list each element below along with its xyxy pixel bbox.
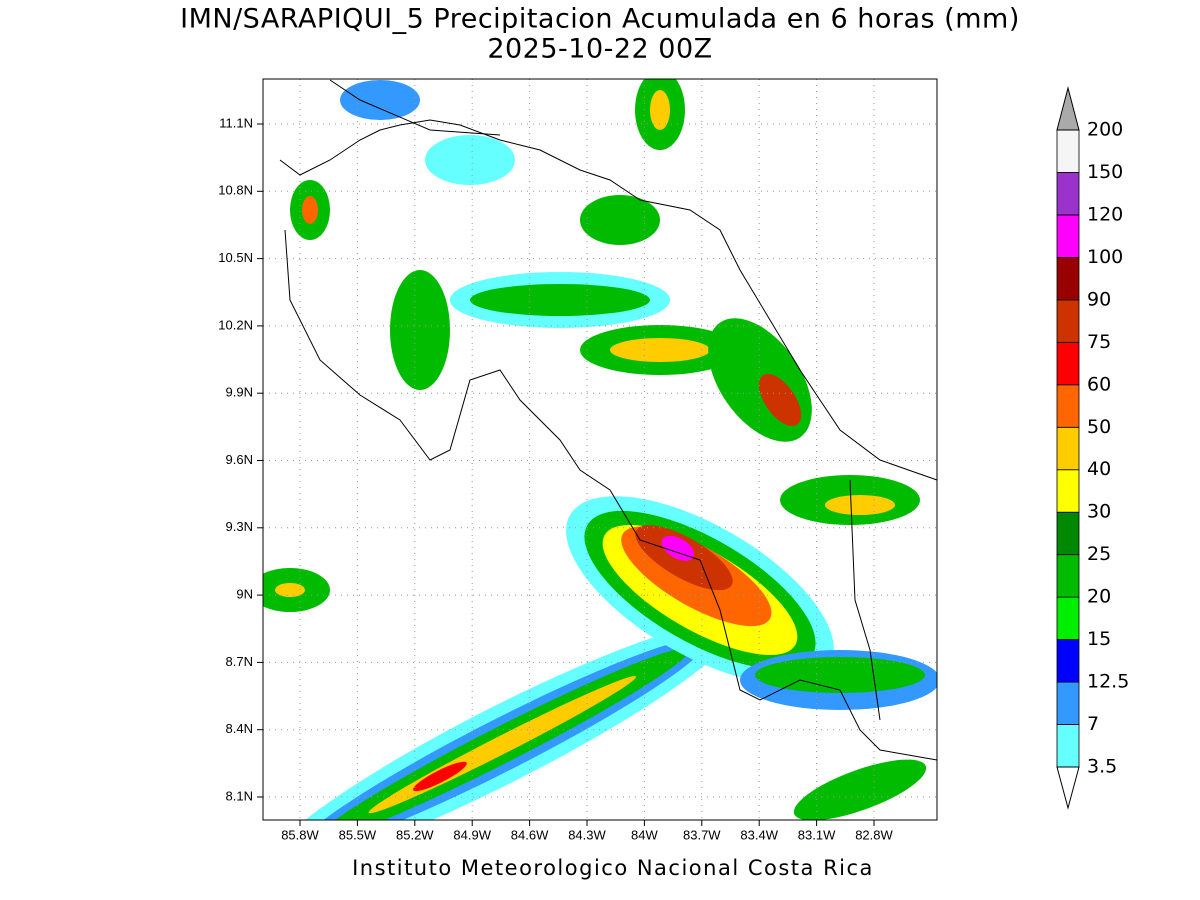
- footer: Instituto Meteorologico Nacional Costa R…: [352, 856, 874, 880]
- lat-tick-label: 9.3N: [226, 519, 253, 534]
- subtitle: 2025-10-22 00Z: [487, 34, 712, 65]
- colorbar-box: [1056, 172, 1080, 216]
- colorbar-box: [1056, 299, 1080, 343]
- colorbar-label: 120: [1087, 203, 1123, 225]
- colorbar-label: 7: [1087, 713, 1099, 735]
- lat-tick-label: 11.1N: [219, 115, 253, 130]
- colorbar: 3.5 7 12.5 15 20 25 30 40 50 60 75 90 100 120 150 200: [1056, 86, 1129, 810]
- lon-tick-label: 84.6W: [511, 827, 549, 842]
- colorbar-label: 90: [1087, 288, 1111, 310]
- coastlines: [279, 79, 938, 761]
- lat-tick-label: 10.8N: [218, 183, 253, 198]
- grid: [257, 79, 937, 826]
- colorbar-box: [1056, 256, 1080, 301]
- lon-tick-label: 84.3W: [568, 827, 606, 842]
- colorbar-box: [1056, 469, 1080, 513]
- lon-tick-label: 84W: [631, 827, 658, 842]
- colorbar-under: [1056, 766, 1080, 810]
- lat-tick-label: 9N: [236, 587, 253, 602]
- colorbar-box: [1056, 596, 1080, 641]
- lat-tick-label: 10.2N: [218, 317, 253, 332]
- lat-tick-label: 8.1N: [226, 788, 253, 803]
- colorbar-box: [1056, 724, 1080, 768]
- lat-tick-label: 9.6N: [226, 452, 253, 467]
- colorbar-box: [1056, 511, 1080, 556]
- lon-tick-label: 85.2W: [396, 827, 434, 842]
- colorbar-box: [1056, 129, 1080, 173]
- map-frame: [262, 78, 938, 821]
- colorbar-label: 75: [1087, 331, 1111, 353]
- colorbar-label: 40: [1087, 458, 1111, 480]
- colorbar-box: [1056, 384, 1080, 428]
- precip-field: [263, 79, 937, 820]
- colorbar-box: [1056, 554, 1080, 598]
- colorbar-label: 50: [1087, 416, 1111, 438]
- colorbar-label: 30: [1087, 501, 1111, 523]
- lon-tick-label: 85.5W: [339, 827, 377, 842]
- colorbar-label: 60: [1087, 373, 1111, 395]
- title: IMN/SARAPIQUI_5 Precipitacion Acumulada …: [180, 4, 1020, 35]
- colorbar-box: [1056, 639, 1080, 683]
- lon-tick-label: 84.9W: [453, 827, 491, 842]
- lat-tick-label: 8.7N: [226, 654, 253, 669]
- lon-tick-label: 85.8W: [281, 827, 319, 842]
- colorbar-label: 20: [1087, 586, 1111, 608]
- colorbar-label: 15: [1087, 628, 1111, 650]
- colorbar-label: 100: [1087, 246, 1123, 268]
- lon-tick-label: 83.7W: [683, 827, 721, 842]
- colorbar-box: [1056, 426, 1080, 471]
- lon-tick-label: 83.1W: [798, 827, 836, 842]
- lon-tick-label: 83.4W: [740, 827, 778, 842]
- colorbar-label: 150: [1087, 161, 1123, 183]
- colorbar-over: [1056, 86, 1080, 131]
- lat-tick-label: 8.4N: [226, 721, 253, 736]
- colorbar-label: 25: [1087, 543, 1111, 565]
- colorbar-label: 3.5: [1087, 756, 1117, 778]
- colorbar-label: 12.5: [1087, 671, 1129, 693]
- colorbar-box: [1056, 341, 1080, 386]
- colorbar-box: [1056, 681, 1080, 725]
- colorbar-box: [1056, 214, 1080, 258]
- lat-tick-label: 9.9N: [226, 385, 253, 400]
- colorbar-label: 200: [1087, 119, 1123, 141]
- lat-tick-label: 10.5N: [218, 250, 253, 265]
- lon-tick-label: 82.8W: [855, 827, 893, 842]
